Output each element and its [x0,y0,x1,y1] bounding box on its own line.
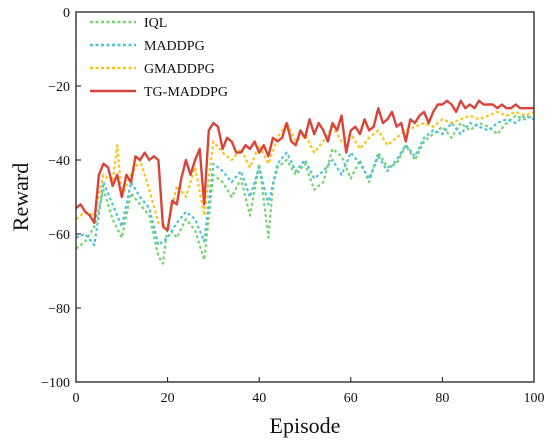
y-tick-label: −80 [48,302,70,317]
y-axis-title: Reward [8,163,33,231]
series-layer [75,99,535,265]
x-tick-label: 100 [524,391,545,406]
x-tick-label: 40 [252,391,266,406]
legend-label: GMADDPG [144,62,215,77]
series-line-iql [75,114,535,265]
y-tick-label: −40 [48,154,70,169]
series-line-maddpg [75,114,535,247]
y-tick-label: −100 [41,376,70,391]
x-tick-label: 0 [73,391,80,406]
plot-frame [75,11,535,383]
legend-label: IQL [144,16,167,31]
series-line-tg-maddpg [75,99,534,232]
x-tick-label: 80 [435,391,449,406]
series-line-gmaddpg [75,110,535,228]
y-tick-label: −60 [48,228,70,243]
x-tick-label: 60 [344,391,358,406]
legend-label: TG-MADDPG [144,85,228,100]
legend-label: MADDPG [144,39,205,54]
x-tick-label: 20 [161,391,175,406]
axis-ticks: 0 20 40 60 80 100 0 −20 −40 −60 −80 −100 [41,6,544,406]
x-axis-title: Episode [270,413,341,438]
y-tick-label: 0 [63,6,70,21]
chart-legend: IQL MADDPG GMADDPG TG-MADDPG [90,16,228,100]
y-tick-label: −20 [48,80,70,95]
